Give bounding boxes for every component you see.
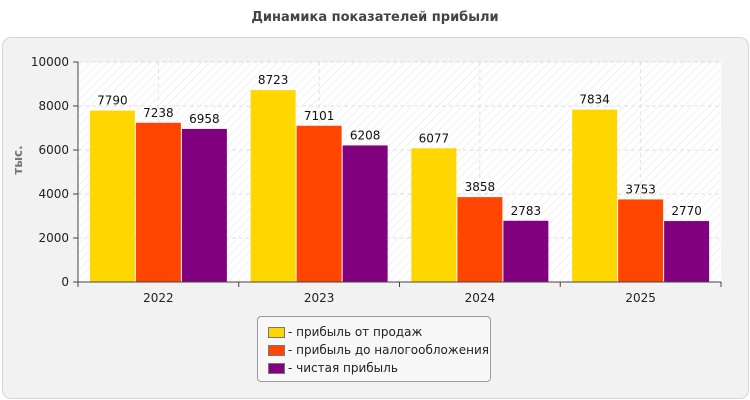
data-label: 8723 [258, 73, 289, 87]
data-label: 6077 [419, 131, 450, 145]
y-tick-label: 10000 [31, 55, 69, 69]
bar [503, 220, 549, 282]
data-label: 7238 [143, 106, 174, 120]
y-tick-label: 0 [61, 275, 69, 289]
bar [135, 122, 181, 282]
bar [89, 110, 135, 283]
bar [457, 197, 503, 282]
data-label: 3858 [465, 180, 496, 194]
bar [572, 109, 618, 282]
data-label: 2770 [671, 204, 702, 218]
y-tick-label: 4000 [38, 187, 69, 201]
data-label: 3753 [625, 182, 656, 196]
bar [664, 221, 710, 282]
legend-item: - чистая прибыль [268, 359, 490, 377]
legend: - прибыль от продаж - прибыль до налогооб… [257, 316, 491, 382]
data-labels: 7790 8723 6077 7834 7238 7101 3858 3753 6958 6208… [97, 73, 702, 218]
data-label: 6958 [189, 112, 220, 126]
bar [250, 90, 296, 283]
data-label: 6208 [350, 128, 381, 142]
bar [296, 125, 342, 282]
y-axis-label: тыс. [11, 145, 25, 174]
bar [181, 128, 227, 282]
x-tick-label: 2023 [304, 291, 335, 305]
bar [411, 148, 457, 282]
y-tick-label: 8000 [38, 99, 69, 113]
bars [89, 90, 710, 283]
legend-swatch [268, 326, 285, 338]
x-tick-label: 2024 [465, 291, 496, 305]
legend-label: - прибыль от продаж [288, 325, 423, 339]
legend-label: - прибыль до налогообложения [288, 343, 489, 357]
legend-item: - прибыль от продаж [268, 323, 490, 341]
legend-item: - прибыль до налогообложения [268, 341, 490, 359]
data-label: 2783 [511, 204, 542, 218]
bar [342, 145, 388, 282]
y-tick-label: 6000 [38, 143, 69, 157]
x-tick-label: 2022 [143, 291, 174, 305]
legend-swatch [268, 362, 285, 374]
data-label: 7834 [579, 93, 610, 107]
y-tick-label: 2000 [38, 231, 69, 245]
legend-swatch [268, 344, 285, 356]
data-label: 7101 [304, 109, 335, 123]
axes: 0 2000 4000 6000 8000 10000 2022 2023 2024 2025 [31, 55, 722, 305]
x-tick-label: 2025 [625, 291, 656, 305]
legend-label: - чистая прибыль [288, 361, 398, 375]
bar [618, 199, 664, 282]
chart-title: Динамика показателей прибыли [251, 10, 499, 25]
data-label: 7790 [97, 94, 128, 108]
